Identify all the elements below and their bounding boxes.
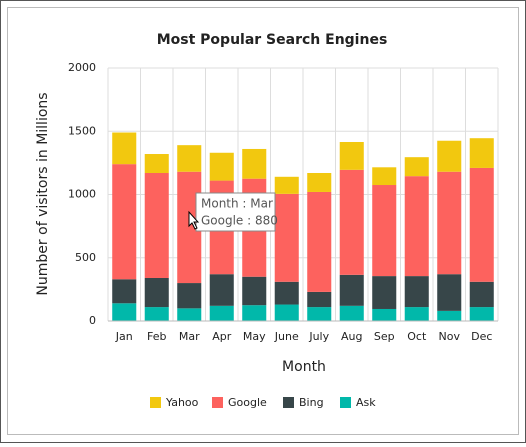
x-tick-label: Feb [147,330,166,343]
plot-area: 0 500 1000 1500 2000 Jan Feb Mar Apr May June July A… [68,61,499,409]
bar-segment [404,157,429,177]
x-axis-title: Month [282,359,326,375]
bar-segment [339,142,364,170]
bar-segment [469,167,494,282]
bar-segment [144,154,169,173]
bar-segment [242,276,267,306]
bar-segment [469,138,494,168]
bar-segment [112,132,137,165]
bar-segment [144,307,169,321]
legend-swatch [340,397,351,408]
chart-title: Most Popular Search Engines [157,32,388,48]
bar-segment [274,281,299,305]
bar-segment [177,145,202,172]
bar-segment [372,308,397,321]
bar-segment [307,172,332,192]
bar-segment [274,304,299,321]
legend-label: Google [228,396,267,409]
legend-label: Ask [356,396,376,409]
cursor [188,210,200,230]
bar-segment [112,164,137,280]
bar-segment [372,276,397,309]
bar-segment [209,305,234,321]
bar-segment [469,281,494,308]
y-tick-label: 1000 [68,188,96,201]
bar-segment [242,305,267,321]
bar-segment [437,140,462,172]
bar-segment [437,171,462,275]
x-tick-label: Mar [179,330,200,343]
legend-swatch [150,397,161,408]
bar-segment [112,279,137,304]
bar-segment [274,193,299,282]
x-tick-label: Nov [439,330,461,343]
bar-segment [307,307,332,321]
bar-segment [339,305,364,321]
x-tick-label: Sep [374,330,395,343]
bar-segment [307,191,332,292]
bar-segment [437,274,462,311]
bar-segment [372,167,397,186]
y-tick-label: 1500 [68,124,96,137]
bar-segment [469,307,494,321]
tooltip-box [195,192,276,232]
bar-segment [339,169,364,275]
bar-segment [112,303,137,321]
legend-swatch [283,397,294,408]
legend-label: Bing [299,396,324,409]
bar-segment [177,283,202,309]
x-tick-label: Aug [341,330,362,343]
x-tick-label: Apr [212,330,232,343]
bar-segment [372,185,397,277]
bar-segment [404,307,429,321]
bar-segment [274,176,299,194]
bar-segment [242,148,267,179]
bar-segment [339,274,364,306]
bar-segment [437,310,462,321]
bar-segment [209,274,234,306]
x-tick-label: Dec [471,330,492,343]
y-tick-label: 2000 [68,61,96,74]
x-tick-label: July [308,330,329,343]
y-tick-label: 0 [89,314,96,327]
legend-label: Yahoo [165,396,199,409]
x-tick-label: Oct [407,330,427,343]
x-tick-label: May [243,330,266,343]
bar-segment [144,172,169,278]
bar-segment [177,308,202,321]
y-axis-title: Number of visitors in Millions [35,92,51,295]
bar-segment [307,291,332,308]
x-tick-label: June [274,330,299,343]
bar-segment [404,176,429,277]
x-tick-label: Jan [115,330,133,343]
tooltip: Month : Mar Google : 880 [188,192,278,232]
tooltip-line: Month : Mar [201,197,273,211]
bar-segment [404,276,429,308]
legend-swatch [212,397,223,408]
bar-segment [209,152,234,181]
tooltip-line: Google : 880 [201,214,278,228]
y-tick-label: 500 [75,251,96,264]
bar-segment [144,277,169,308]
